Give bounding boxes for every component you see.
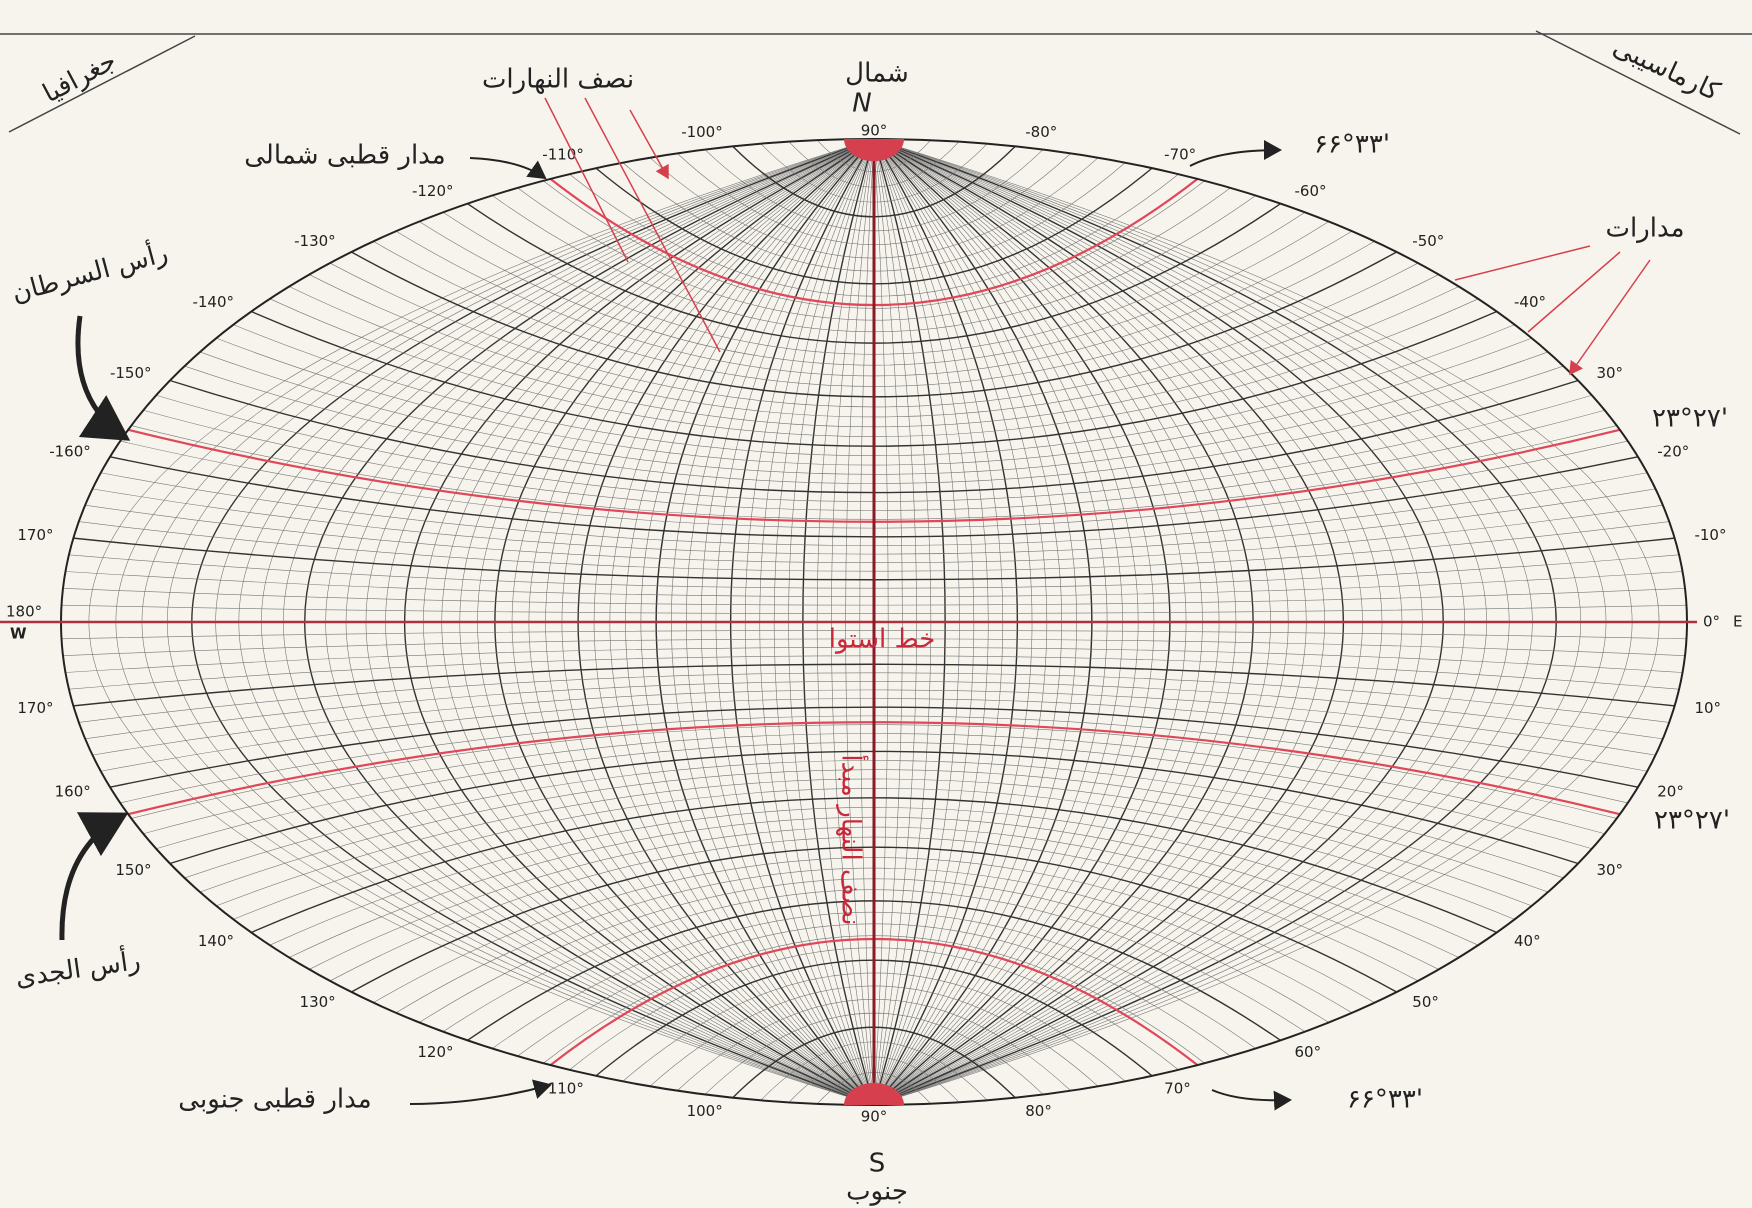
degree-label: -150° [110,364,152,382]
degree-label: 150° [115,861,151,879]
arrow [75,315,131,441]
degree-label: 180° [6,603,42,621]
arctic-value: ۶۶°۳۳' [1314,130,1390,160]
degree-label: 130° [300,993,336,1011]
south-word: جنوب [846,1177,908,1207]
degree-label: -100° [681,123,723,141]
degree-label: 140° [198,932,234,950]
direction-letter: E [1733,613,1742,631]
antarctic-value: ۶۶°۳۳' [1347,1085,1423,1115]
direction-letter: W [10,625,27,643]
antarctic-note: مدار قطبی جنوبی [178,1085,371,1115]
corner-line [1535,30,1741,135]
degree-label: -110° [542,145,584,163]
pole-label: 90° [861,122,888,140]
north-pole-cap [844,139,904,161]
degree-label: -60° [1295,182,1327,200]
degree-label: -50° [1412,232,1444,250]
degree-label: 10° [1694,699,1721,717]
degree-label: 50° [1412,993,1439,1011]
arrow [544,97,721,353]
parallels-note: مدارات [1605,214,1684,244]
degree-label: 100° [687,1102,723,1120]
prime-meridian-note: نصف النهار مبدأ [836,754,870,925]
south-pole-cap [844,1083,904,1105]
degree-label: 170° [17,526,53,544]
degree-label: 80° [1025,1102,1052,1120]
arctic-note: مدار قطبی شمالی [244,141,446,171]
degree-label: -160° [49,443,91,461]
arrow [1211,1089,1292,1111]
arrow [469,157,547,180]
overlay: 90° 90° -100° -110° -120° -130° -140° -150° -160… [0,122,1742,1126]
degree-label: -140° [192,293,234,311]
arrow [409,1079,552,1105]
meridians-note: نصف النهارات [482,65,634,95]
cancer-value: ۲۳°۲۷' [1652,404,1728,434]
degree-label: -120° [412,182,454,200]
degree-label: 160° [55,782,91,800]
degree-label: 120° [417,1043,453,1061]
degree-label: 20° [1657,782,1684,800]
degree-label: -10° [1694,526,1726,544]
capricorn-value: ۲۳°۲۷' [1654,806,1730,836]
degree-label: -20° [1657,443,1689,461]
degree-label: 170° [17,699,53,717]
degree-label: 70° [1164,1080,1191,1098]
arrow [1454,245,1651,374]
degree-label: 110° [548,1080,584,1098]
degree-label: 30° [1596,364,1623,382]
arrow [59,812,129,941]
equator-note: خط استوا [829,625,936,655]
degree-label: -70° [1164,145,1196,163]
north-letter: N [852,89,871,119]
arrow [1189,140,1282,167]
degree-label: 30° [1596,861,1623,879]
north-word: شمال [845,59,909,89]
pole-label: 90° [861,1108,888,1126]
corner-line [8,35,196,133]
south-letter: S [869,1149,886,1179]
degree-label: 40° [1514,932,1541,950]
degree-label: -80° [1025,123,1057,141]
degree-label: -40° [1514,293,1546,311]
degree-label: 60° [1295,1043,1322,1061]
degree-label: -130° [294,232,336,250]
degree-label: 0° [1703,613,1720,631]
